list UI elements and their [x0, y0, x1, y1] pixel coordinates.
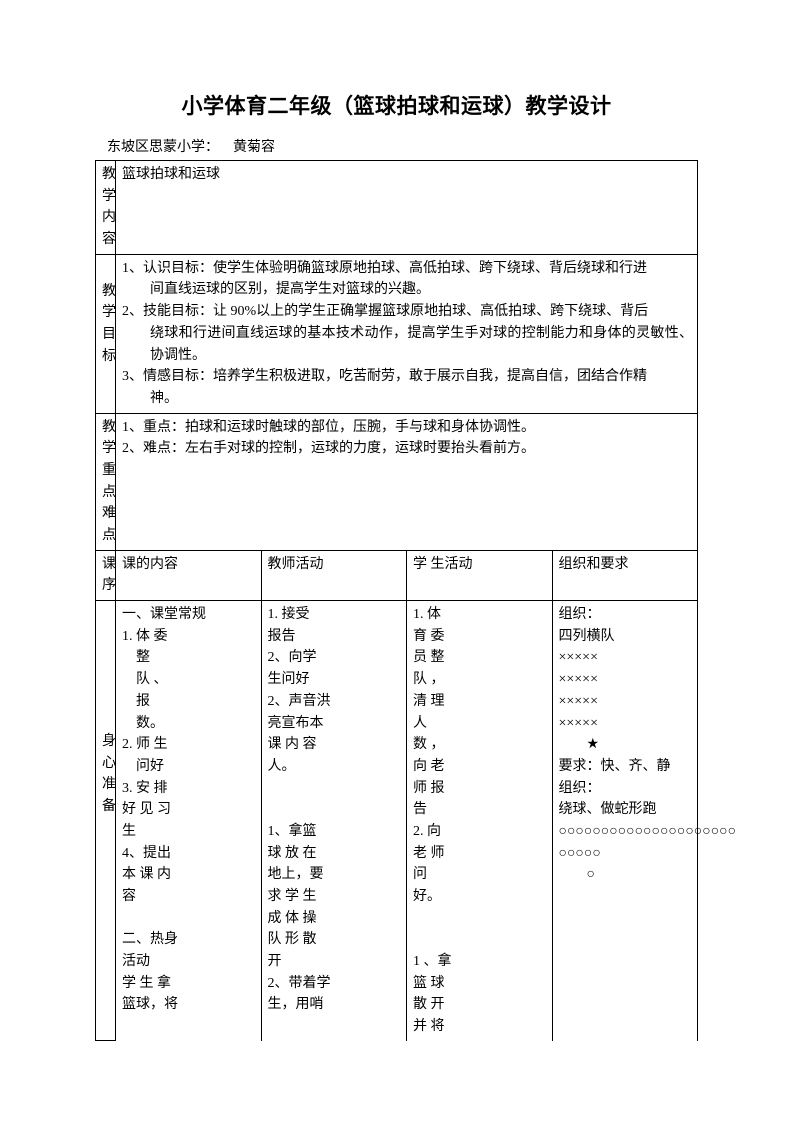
- org-label-2: 组织：: [559, 781, 601, 796]
- lesson-content-cell: 一、课堂常规 1. 体 委 整 队 、 报 数。 2. 师 生 问好 3. 安 …: [116, 601, 262, 1041]
- table-row: 教学重点难点 1、重点：拍球和运球时触球的部位，压腕，手与球和身体协调性。 2、…: [96, 413, 698, 550]
- byline-school: 东坡区思蒙小学：: [107, 140, 219, 155]
- keypoint-2: 2、难点：左右手对球的控制，运球的力度，运球时要抬头看前方。: [122, 438, 693, 460]
- table-row: 教学内容 篮球拍球和运球: [96, 161, 698, 255]
- teaching-goals-cell: 1、认识目标：使学生体验明确篮球原地拍球、高低拍球、跨下绕球、背后绕球和行进 间…: [116, 254, 698, 413]
- goal-num: 3、: [122, 366, 143, 388]
- goal-text: 情感目标：培养学生积极进取，吃苦耐劳，敢于展示自我，提高自信，团结合作精: [143, 369, 647, 384]
- goal-item: 1、认识目标：使学生体验明确篮球原地拍球、高低拍球、跨下绕球、背后绕球和行进 间…: [122, 258, 693, 301]
- org-formation: 四列横队: [559, 629, 615, 644]
- keypoints-cell: 1、重点：拍球和运球时触球的部位，压腕，手与球和身体协调性。 2、难点：左右手对…: [116, 413, 698, 550]
- table-row: 身心准备 一、课堂常规 1. 体 委 整 队 、 报 数。 2. 师 生 问好 …: [96, 601, 698, 1041]
- goal-text: 技能目标：让 90%以上的学生正确掌握篮球原地拍球、高低拍球、跨下绕球、背后: [143, 304, 648, 319]
- table-row: 课序 课的内容 教师活动 学 生活动 组织和要求: [96, 550, 698, 600]
- col-header-org: 组织和要求: [552, 550, 698, 600]
- goal-cont: 间直线运球的区别，提高学生对篮球的兴趣。: [122, 279, 693, 301]
- goal-item: 2、技能目标：让 90%以上的学生正确掌握篮球原地拍球、高低拍球、跨下绕球、背后…: [122, 301, 693, 366]
- row-label-sequence: 课序: [96, 550, 116, 600]
- teacher-activity-cell: 1. 接受 报告 2、向学 生问好 2、声音洪 亮宣布本 课 内 容 人。 1、…: [261, 601, 407, 1041]
- goal-num: 2、: [122, 301, 143, 323]
- org-circle-single: ○: [587, 867, 595, 882]
- org-label: 组织：: [559, 607, 601, 622]
- star-icon: ★: [587, 737, 600, 752]
- org-requirement: 要求：快、齐、静: [559, 759, 671, 774]
- col-header-content: 课的内容: [116, 550, 262, 600]
- col-header-teacher: 教师活动: [261, 550, 407, 600]
- byline-author: 黄菊容: [233, 140, 275, 155]
- row-label-prep: 身心准备: [96, 601, 116, 1041]
- org-circles: ○○○○○: [559, 846, 601, 861]
- org-row-x: ×××××: [559, 672, 598, 687]
- col-header-student: 学 生活动: [407, 550, 553, 600]
- org-row-x: ×××××: [559, 716, 598, 731]
- organization-cell: 组织： 四列横队 ××××× ××××× ××××× ××××× ★ 要求：快、…: [552, 601, 698, 1041]
- row-label-goals: 教学目标: [96, 254, 116, 413]
- goal-text: 认识目标：使学生体验明确篮球原地拍球、高低拍球、跨下绕球、背后绕球和行进: [143, 261, 647, 276]
- goal-cont: 绕球和行进间直线运球的基本技术动作，提高学生手对球的控制能力和身体的灵敏性、协调…: [122, 323, 693, 366]
- org-activity: 绕球、做蛇形跑: [559, 802, 657, 817]
- keypoint-1: 1、重点：拍球和运球时触球的部位，压腕，手与球和身体协调性。: [122, 417, 693, 439]
- student-activity-cell: 1. 体 育 委 员 整 队 ， 清 理 人 数 ， 向 老 师 报 告 2. …: [407, 601, 553, 1041]
- page-title: 小学体育二年级（篮球拍球和运球）教学设计: [95, 90, 698, 120]
- org-circles: ○○○○○○○○○○○○○○○○○○○○○: [559, 824, 737, 839]
- goal-item: 3、情感目标：培养学生积极进取，吃苦耐劳，敢于展示自我，提高自信，团结合作精 神…: [122, 366, 693, 409]
- goal-cont: 神。: [122, 388, 693, 410]
- teaching-content-cell: 篮球拍球和运球: [116, 161, 698, 255]
- row-label-keypoints: 教学重点难点: [96, 413, 116, 550]
- lesson-plan-table: 教学内容 篮球拍球和运球 教学目标 1、认识目标：使学生体验明确篮球原地拍球、高…: [95, 160, 698, 1041]
- org-row-x: ×××××: [559, 650, 598, 665]
- byline: 东坡区思蒙小学： 黄菊容: [95, 136, 698, 156]
- org-row-x: ×××××: [559, 694, 598, 709]
- row-label-content: 教学内容: [96, 161, 116, 255]
- table-row: 教学目标 1、认识目标：使学生体验明确篮球原地拍球、高低拍球、跨下绕球、背后绕球…: [96, 254, 698, 413]
- goal-num: 1、: [122, 258, 143, 280]
